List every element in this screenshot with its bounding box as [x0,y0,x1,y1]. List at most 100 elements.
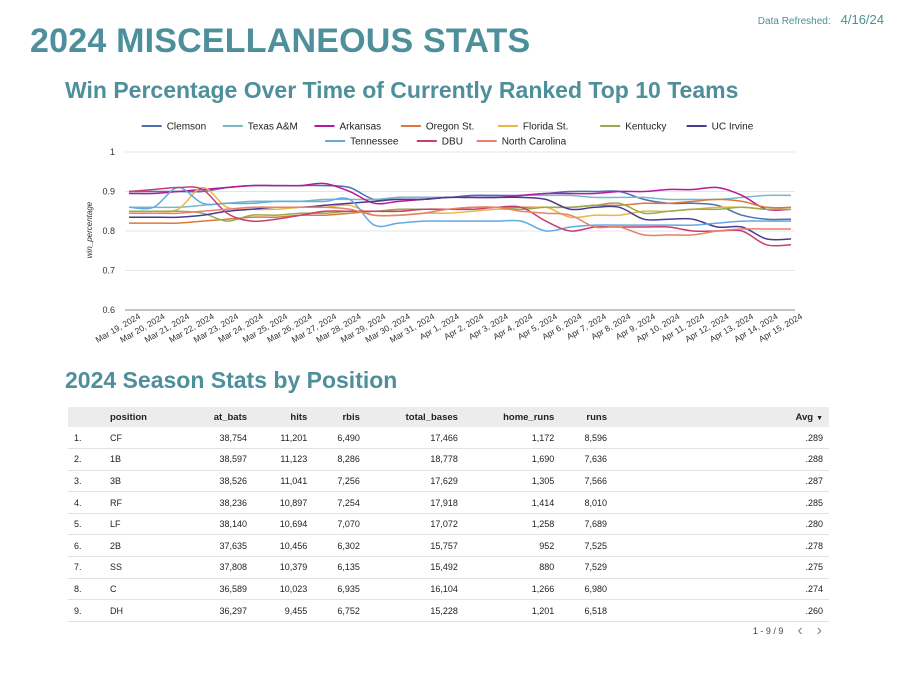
cell-position: 2B [104,534,184,558]
cell-avg: .289 [613,427,829,450]
legend-label-2[interactable]: Arkansas [340,122,382,133]
y-tick-label: 0.6 [102,305,115,315]
col-header-avg-label: Avg [795,411,814,423]
cell-total-bases: 17,629 [365,470,464,493]
legend-label-9[interactable]: North Carolina [502,137,567,148]
legend-label-4[interactable]: Florida St. [523,122,569,133]
table-row[interactable]: 4. RF 38,236 10,897 7,254 17,918 1,414 8,010.28… [68,491,829,514]
chevron-left-icon[interactable]: ‹ [797,622,803,639]
cell-at-bats: 36,589 [184,578,254,601]
series-line-6[interactable] [129,196,792,241]
cell-home-runs: 1,414 [463,491,561,514]
series-line-7[interactable] [128,186,791,232]
pagination: 1 - 9 / 9 ‹ › [752,622,822,639]
col-header-index [68,407,104,427]
page-title: 2024 MISCELLANEOUS STATS [30,22,531,60]
legend-label-5[interactable]: Kentucky [625,122,666,133]
cell-position: RF [104,491,184,514]
series-line-8[interactable] [128,186,792,247]
table-row[interactable]: 9. DH 36,297 9,455 6,752 15,228 1,201 6,518.260 [68,599,829,622]
cell-hits: 10,456 [253,534,314,558]
y-tick-label: 0.9 [102,187,115,197]
cell-total-bases: 18,778 [365,448,464,471]
page-range: 1 - 9 / 9 [752,626,784,636]
cell-position: DH [104,599,184,622]
y-tick-label: 0.8 [102,226,115,236]
cell-hits: 10,897 [253,491,314,514]
cell-idx: 2. [68,448,104,471]
legend-label-3[interactable]: Oregon St. [426,122,474,133]
table-header-row: position at_bats hits rbis total_bases h… [68,407,829,427]
table-row[interactable]: 6. 2B 37,635 10,456 6,302 15,757 952 7,525.278 [68,534,829,558]
cell-runs: 8,010 [560,491,613,514]
cell-rbis: 6,935 [313,578,366,601]
cell-at-bats: 38,526 [184,470,254,493]
data-refreshed: Data Refreshed: 4/16/24 [758,12,884,27]
table-row[interactable]: 8. C 36,589 10,023 6,935 16,104 1,266 6,980.274 [68,578,829,601]
legend-label-8[interactable]: DBU [442,137,463,148]
cell-avg: .275 [613,556,829,579]
cell-runs: 7,689 [560,513,613,536]
cell-home-runs: 1,201 [463,599,561,622]
sort-desc-icon[interactable]: ▼ [816,414,823,422]
chart-legend: Clemson Texas A&M Arkansas Oregon St. Florid… [141,122,754,148]
cell-home-runs: 952 [463,534,561,558]
cell-home-runs: 1,172 [463,427,561,450]
table-row[interactable]: 1. CF 38,754 11,201 6,490 17,466 1,172 8,596.28… [68,427,829,450]
cell-hits: 11,201 [253,427,314,450]
legend-label-0[interactable]: Clemson [167,122,206,133]
cell-hits: 9,455 [253,599,314,622]
refresh-label: Data Refreshed: [757,16,831,27]
cell-idx: 3. [68,470,104,493]
cell-at-bats: 38,140 [184,513,254,536]
cell-at-bats: 38,754 [184,427,254,450]
y-axis-label: win_percentage [85,201,94,258]
cell-home-runs: 1,258 [463,513,561,536]
table-row[interactable]: 7. SS 37,808 10,379 6,135 15,492 880 7,529.275 [68,556,829,579]
col-header-avg[interactable]: Avg ▼ [613,407,829,427]
cell-avg: .287 [613,470,829,493]
series-line-9[interactable] [128,206,791,237]
cell-home-runs: 880 [463,556,561,579]
cell-home-runs: 1,690 [463,448,561,471]
col-header-rbis[interactable]: rbis [313,407,366,427]
cell-rbis: 6,135 [313,556,366,579]
cell-home-runs: 1,266 [463,578,561,601]
legend-label-1[interactable]: Texas A&M [248,122,298,133]
table-row[interactable]: 5. LF 38,140 10,694 7,070 17,072 1,258 7,689.28… [68,513,829,536]
table-row[interactable]: 2. 1B 38,597 11,123 8,286 18,778 1,690 7,636.28… [68,448,829,471]
cell-avg: .285 [613,491,829,514]
chart-title: Win Percentage Over Time of Currently Ra… [65,77,739,103]
col-header-position[interactable]: position [104,407,184,427]
col-header-at-bats[interactable]: at_bats [184,407,254,427]
cell-rbis: 7,070 [313,513,366,536]
chevron-right-icon[interactable]: › [816,622,822,639]
cell-position: C [104,578,184,601]
cell-avg: .278 [613,534,829,558]
position-stats-table: position at_bats hits rbis total_bases h… [68,407,829,622]
cell-position: 1B [104,448,184,471]
cell-position: CF [104,427,184,450]
cell-avg: .280 [613,513,829,536]
col-header-hits[interactable]: hits [253,407,314,427]
col-header-total-bases[interactable]: total_bases [365,407,464,427]
cell-runs: 7,636 [560,448,613,471]
table-row[interactable]: 3. 3B 38,526 11,041 7,256 17,629 1,305 7,566.28… [68,470,829,493]
cell-position: LF [104,513,184,536]
legend-label-6[interactable]: UC Irvine [712,122,754,133]
refresh-date: 4/16/24 [840,12,884,27]
cell-total-bases: 15,757 [365,534,464,558]
cell-home-runs: 1,305 [463,470,561,493]
cell-runs: 8,596 [560,427,613,450]
table-title: 2024 Season Stats by Position [65,367,398,393]
cell-avg: .274 [613,578,829,601]
cell-rbis: 6,490 [313,427,366,450]
table-body: 1. CF 38,754 11,201 6,490 17,466 1,172 8,596.28… [68,427,829,622]
cell-runs: 7,529 [560,556,613,579]
y-tick-label: 1 [110,147,115,157]
cell-position: SS [104,556,184,579]
cell-idx: 8. [68,578,104,601]
col-header-home-runs[interactable]: home_runs [463,407,561,427]
col-header-runs[interactable]: runs [560,407,613,427]
legend-label-7[interactable]: Tennessee [350,137,399,148]
